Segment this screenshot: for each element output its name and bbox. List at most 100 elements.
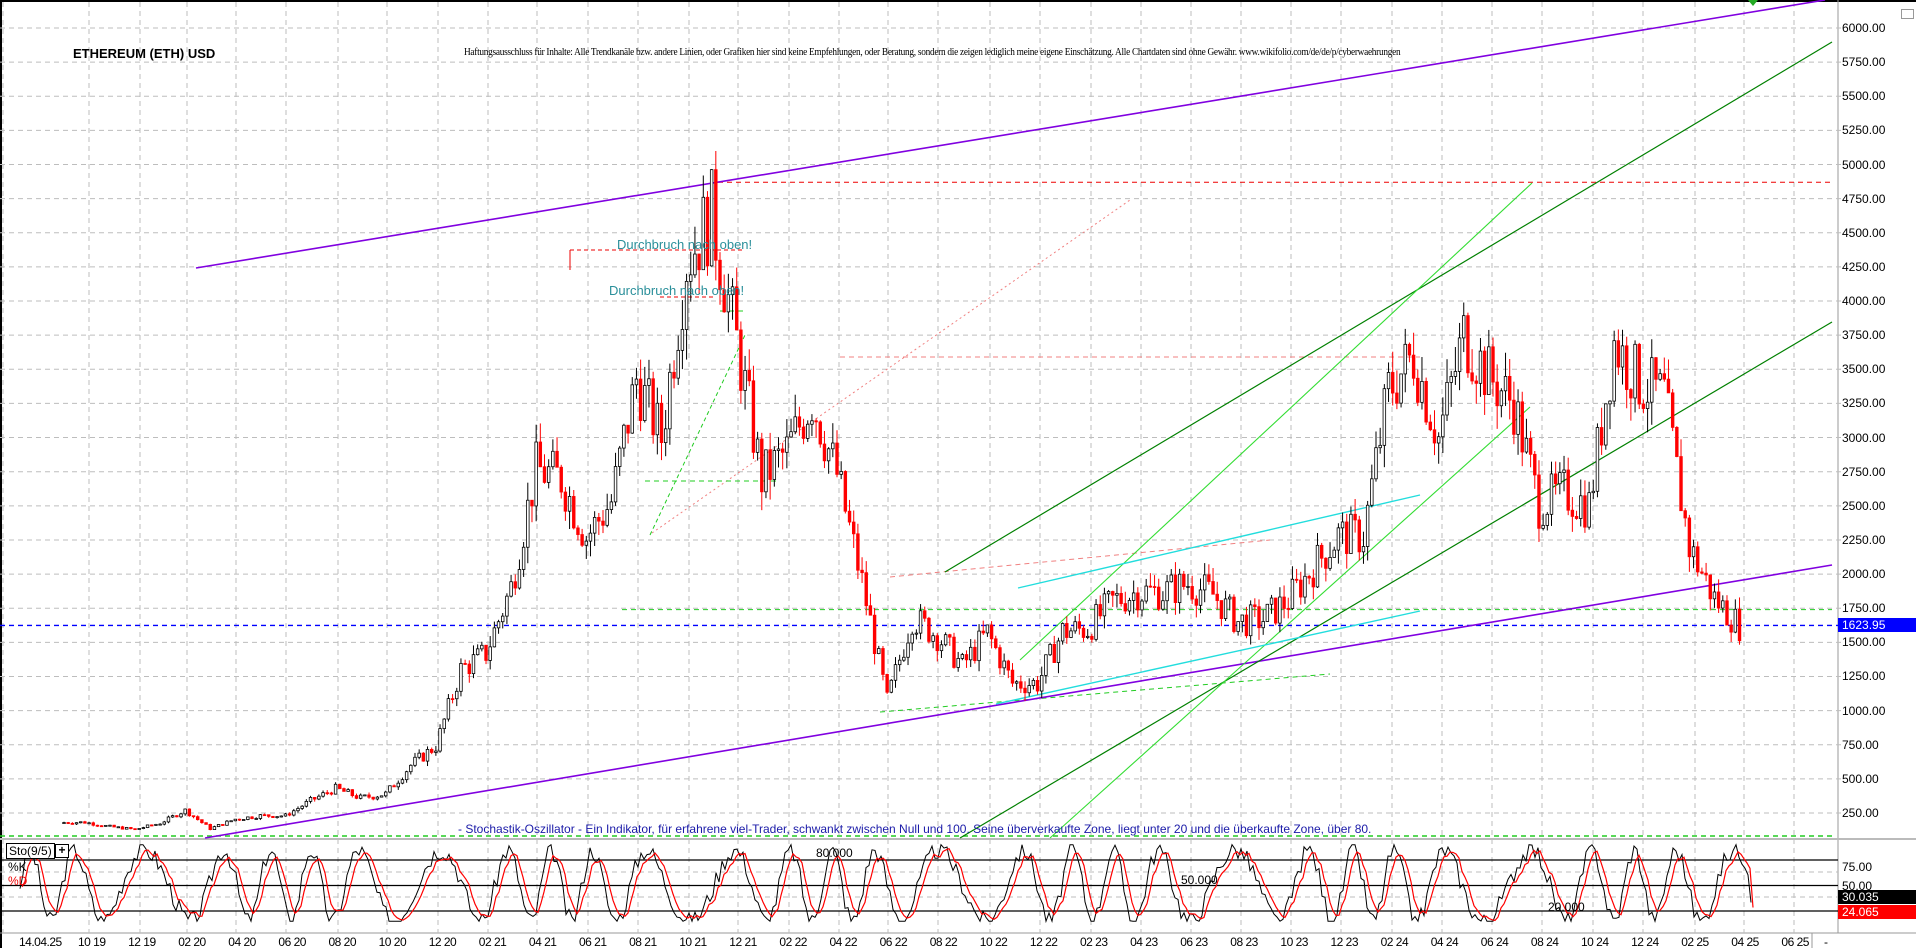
- price-axis-label: 2250.00: [1842, 532, 1886, 547]
- osc-axis-label-50: 50.00: [1842, 879, 1873, 893]
- candle-body: [551, 450, 555, 468]
- indicator-add-button[interactable]: +: [55, 844, 69, 858]
- candle-body: [400, 779, 405, 784]
- candle-body: [634, 378, 639, 386]
- candle-body: [1587, 492, 1591, 528]
- candle-body: [1165, 581, 1169, 602]
- candle-body: [797, 416, 802, 428]
- candle-body: [597, 517, 601, 522]
- candle-body: [743, 369, 747, 391]
- candle-body: [388, 785, 392, 793]
- candle-body: [371, 796, 375, 800]
- candle-body: [969, 646, 973, 661]
- time-axis-end-marker[interactable]: -: [1824, 935, 1828, 949]
- candle-body: [87, 822, 91, 825]
- candle-body: [943, 634, 948, 646]
- time-axis-label: 06 21: [579, 935, 607, 949]
- candle-body: [868, 605, 873, 616]
- candle-body: [609, 501, 614, 510]
- candle-body: [513, 581, 517, 589]
- indicator-name-box[interactable]: Sto(9/5): [6, 843, 55, 859]
- level-20-label: 20.000: [1548, 900, 1585, 914]
- candle-body: [166, 816, 171, 823]
- candle-body: [1691, 546, 1696, 558]
- time-axis-label: 06 20: [278, 935, 306, 949]
- candle-body: [906, 642, 910, 658]
- candle-body: [1545, 513, 1550, 526]
- candle-body: [701, 196, 705, 271]
- candle-body: [935, 635, 939, 652]
- candle-body: [747, 369, 751, 382]
- candle-body: [801, 426, 806, 439]
- minimize-panel-button[interactable]: [1901, 9, 1914, 19]
- candle-body: [1420, 381, 1424, 403]
- candle-body: [392, 785, 396, 788]
- candle-body: [1086, 635, 1090, 638]
- candle-body: [693, 253, 697, 276]
- candle-body: [179, 813, 183, 818]
- candle-body: [1574, 516, 1579, 519]
- candle-body: [1641, 403, 1646, 409]
- candle-body: [1177, 573, 1182, 603]
- candle-body: [162, 821, 166, 825]
- candle-body: [1353, 513, 1357, 521]
- candle-body: [212, 826, 217, 831]
- candle-body: [998, 647, 1002, 669]
- dotted-trend: [651, 199, 1131, 534]
- candle-body: [1219, 600, 1224, 619]
- resistance-line-2: [889, 539, 1271, 578]
- candle-body: [960, 654, 965, 659]
- candle-body: [1040, 674, 1044, 692]
- candle-body: [939, 644, 944, 652]
- candle-body: [83, 821, 87, 824]
- candle-body: [672, 371, 676, 379]
- time-axis-label: 06 25: [1781, 935, 1809, 949]
- candle-body: [95, 824, 100, 827]
- candle-body: [1700, 571, 1704, 574]
- candle-body: [776, 448, 781, 451]
- candle-body: [1274, 597, 1278, 624]
- candle-body: [262, 814, 267, 817]
- candle-body: [1340, 521, 1345, 529]
- candle-body: [459, 663, 463, 692]
- time-axis-label: 12 24: [1631, 935, 1659, 949]
- candle-body: [1278, 596, 1282, 624]
- candle-body: [1031, 680, 1036, 686]
- time-axis-label: 08 20: [328, 935, 357, 949]
- candle-body: [588, 532, 593, 542]
- time-axis-label: 02 21: [478, 935, 507, 949]
- candle-body: [751, 380, 756, 453]
- candle-body: [1712, 591, 1717, 600]
- price-axis-label: 4250.00: [1842, 259, 1886, 274]
- candle-body: [638, 378, 643, 421]
- k-label: %K: [8, 860, 27, 874]
- candle-body: [1670, 392, 1675, 428]
- candle-body: [914, 632, 919, 635]
- candle-body: [258, 814, 263, 819]
- candle-body: [1027, 685, 1031, 694]
- price-axis-label: 5250.00: [1842, 123, 1886, 138]
- candle-body: [676, 349, 680, 379]
- candle-body: [221, 824, 225, 826]
- candle-body: [196, 816, 200, 821]
- candle-body: [521, 546, 526, 570]
- candle-body: [124, 827, 129, 830]
- candle-body: [1411, 354, 1416, 379]
- candle-body: [705, 196, 710, 267]
- candle-body: [137, 828, 141, 830]
- candle-body: [1161, 600, 1165, 610]
- candle-body: [70, 822, 75, 825]
- candle-body: [847, 510, 852, 523]
- candle-body: [241, 819, 246, 821]
- candle-body: [501, 615, 505, 623]
- candle-body: [1382, 388, 1387, 446]
- candle-body: [923, 610, 927, 619]
- k-line: [19, 843, 1752, 924]
- candle-body: [1102, 593, 1107, 617]
- candle-body: [1324, 557, 1328, 569]
- candle-body: [354, 795, 359, 799]
- candle-body: [425, 749, 430, 762]
- candle-body: [480, 644, 484, 650]
- candle-body: [1391, 372, 1395, 394]
